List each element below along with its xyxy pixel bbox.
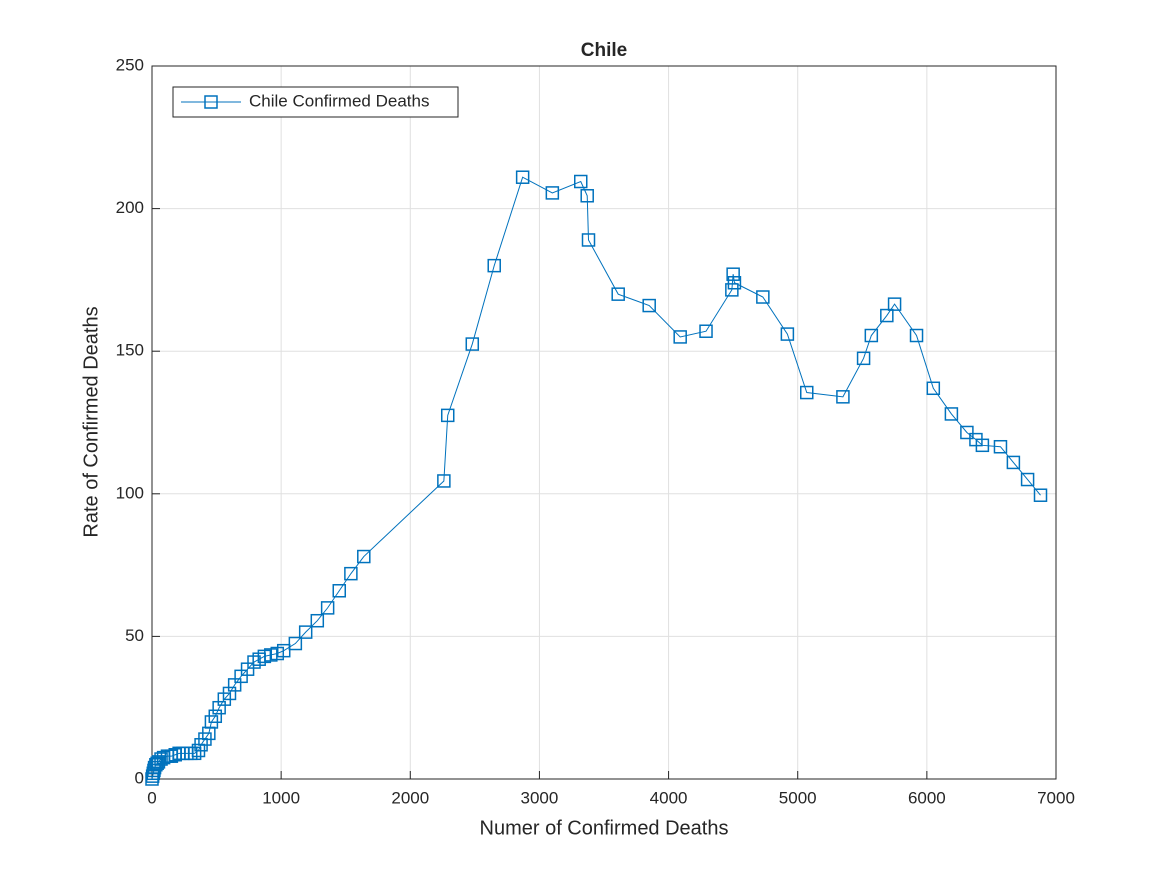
data-point [756,290,770,304]
y-tick-label: 0 [135,768,144,787]
x-tick-label: 5000 [779,788,817,807]
data-point [1020,472,1035,487]
data-point [960,425,974,440]
data-point [580,189,594,203]
y-tick-label: 50 [125,626,144,645]
plot-area [152,66,1056,779]
y-tick-label: 200 [116,198,144,217]
data-point [944,407,959,421]
x-tick-label: 4000 [650,788,688,807]
data-point [864,328,879,343]
data-point [725,283,739,297]
data-point [298,625,313,639]
data-point [437,474,451,488]
data-point [727,276,742,290]
data-point [440,408,455,423]
data-point [212,700,226,715]
x-axis-label: Numer of Confirmed Deaths [480,817,729,839]
data-point [887,297,902,311]
legend-marker [204,95,218,109]
legend-label: Chile Confirmed Deaths [249,91,429,110]
data-point [673,330,687,344]
data-point [487,258,501,273]
x-tick-label: 3000 [521,788,559,807]
y-tick-label: 250 [116,55,144,74]
data-point [515,170,530,184]
x-tick-label: 0 [147,788,156,807]
data-point [288,636,303,651]
data-point [320,601,335,615]
y-tick-label: 100 [116,483,144,502]
data-point [993,439,1008,454]
data-point [909,328,924,343]
x-tick-label: 1000 [262,788,300,807]
data-point [276,643,291,658]
data-point [836,390,850,404]
data-point [642,298,656,313]
data-point [856,351,871,366]
y-axis-label: Rate of Confirmed Deaths [80,306,102,537]
data-point [926,381,941,396]
x-tick-label: 6000 [908,788,946,807]
y-tick-label: 150 [116,341,144,360]
data-point [780,327,795,341]
x-tick-label: 2000 [391,788,429,807]
chart-title: Chile [581,40,627,61]
legend: Chile Confirmed Deaths [172,86,459,118]
data-point [726,267,740,281]
x-tick-label: 7000 [1037,788,1075,807]
data-point [574,174,588,189]
data-point [1033,488,1048,502]
data-point [880,308,894,323]
data-point [545,186,560,200]
data-point [975,438,990,453]
data-point [581,233,596,247]
data-point [344,566,358,581]
data-point [208,709,223,724]
data-point [611,287,625,301]
data-point [1006,455,1021,470]
axes-box [151,65,1057,780]
data-point [222,686,237,701]
data-point [357,549,371,564]
data-point [699,324,713,338]
data-point [332,584,347,598]
data-point [800,385,814,400]
data-point [465,337,480,351]
data-point [310,613,325,628]
